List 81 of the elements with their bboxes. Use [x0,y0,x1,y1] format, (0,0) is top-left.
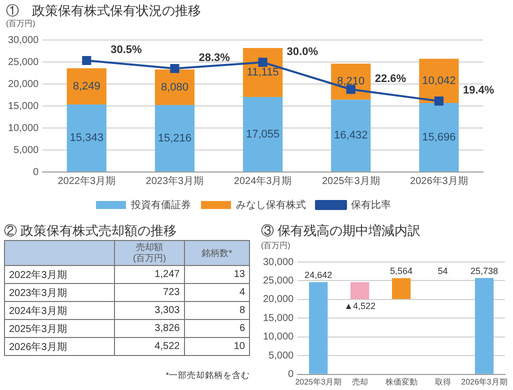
x-tick-label: 2022年3月期 [58,174,116,187]
legend-label: 保有比率 [351,198,391,211]
x-tick-label: 2024年3月期 [234,174,292,187]
y-axis-title: (百万円) [6,18,36,29]
bar [331,100,371,172]
y-tick-label: 10,000 [262,332,294,343]
data-label: 8 [184,302,250,320]
text: 銘柄数* [184,240,250,266]
y-tick-label: 0 [33,166,40,178]
data-label: 28.3% [198,52,230,64]
data-label: 1,247 [114,266,184,284]
point [170,64,180,74]
bar [66,68,106,104]
data-label: 24,642 [304,270,332,280]
data-label: ▲4,522 [344,301,376,311]
data-label: 10,042 [422,74,456,87]
bar [242,96,283,172]
point [434,96,444,106]
text: 売却額 (百万円) [114,240,184,266]
data-label: 54 [438,266,448,276]
bar [66,104,106,172]
bar [419,102,459,172]
y-tick-label: 30,000 [262,256,294,268]
data-label: 25,738 [470,266,498,276]
x-tick-label: 売却 [352,377,368,386]
data-label: 30.0% [286,46,318,58]
data-label: 13 [184,266,250,284]
data-label: 11,115 [246,66,279,79]
data-label: 10 [184,338,250,356]
chart-title: ③ 保有残高の期中増減内訳 [261,222,421,240]
data-label: 8,249 [72,80,100,92]
data-label: 4,522 [114,338,184,356]
y-tick-label: 20,000 [8,78,40,90]
data-label: 3,303 [114,302,184,320]
data-label: 16,432 [334,130,368,142]
x-tick-label: 取得 [434,377,451,386]
y-tick-label: 10,000 [8,122,40,134]
x-tick-label: 株価変動 [384,377,418,386]
data-label: 17,055 [246,128,280,140]
category-label: 2023年3月期 [4,284,115,302]
y-tick-label: 25,000 [8,56,40,68]
data-label: 15,696 [422,131,456,144]
category-label: 2022年3月期 [4,266,115,284]
data-label: 6 [184,320,250,338]
x-tick-label: 2026年3月期 [410,174,468,187]
y-tick-label: 5,000 [268,350,294,362]
data-label: 5,564 [390,266,413,276]
legend-label: みなし保有株式 [236,198,306,211]
point [82,56,92,66]
data-label: 8,210 [337,76,365,88]
data-label: 15,216 [158,132,192,144]
data-label: 15,343 [70,132,104,144]
data-label: 30.5% [110,44,142,56]
data-label: 22.6% [374,72,406,85]
point [258,58,268,67]
y-tick-label: 5,000 [14,144,40,156]
x-tick-label: 2025年3月期 [295,377,342,386]
chart-title: ① 政策保有株式保有状況の推移 [6,2,201,20]
y-tick-label: 0 [288,369,294,380]
data-label: 19.4% [462,84,494,97]
data-label: 3,826 [114,320,184,338]
y-tick-label: 20,000 [262,294,294,306]
y-axis-title: (百万円) [261,240,290,251]
bar [242,48,283,97]
data-label: 4 [184,284,250,302]
bar [154,105,195,172]
category-label: 2026年3月期 [4,338,115,356]
text: ② 政策保有株式売却額の推移 [4,222,177,240]
x-tick-label: 2026年3月期 [461,377,508,386]
data-label: 723 [114,284,184,302]
data-label: 8,080 [160,81,188,94]
y-tick-label: 30,000 [8,34,40,46]
text: *一部売却銘柄を含む [166,370,250,382]
y-tick-label: 25,000 [262,275,294,286]
y-tick-label: 15,000 [262,312,294,324]
category-label: 2025年3月期 [4,320,115,338]
legend-label: 投資有価証券 [130,198,191,211]
x-tick-label: 2025年3月期 [322,174,380,187]
x-tick-label: 2023年3月期 [146,174,204,187]
y-tick-label: 15,000 [8,100,40,112]
category-label: 2024年3月期 [4,302,115,320]
